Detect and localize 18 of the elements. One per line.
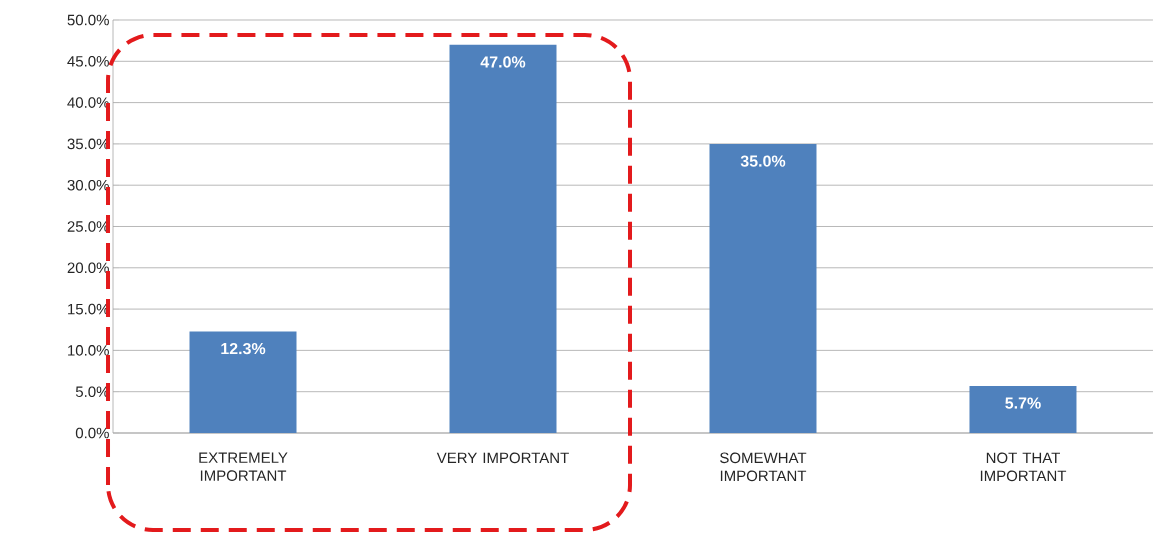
bar: [449, 44, 557, 433]
data-label: 47.0%: [480, 56, 526, 68]
x-tick-label: VERY IMPORTANT: [436, 452, 569, 464]
data-label: 12.3%: [221, 342, 266, 355]
x-tick-label: EXTREMELY IMPORTANT: [199, 452, 288, 481]
data-label: 35.0%: [740, 155, 786, 167]
y-tick-label: 0.0%: [75, 427, 109, 439]
y-tick-label: 10.0%: [68, 345, 109, 356]
y-tick-label: 30.0%: [67, 179, 109, 191]
y-tick-label: 20.0%: [67, 262, 109, 274]
data-label: 5.7%: [1005, 397, 1041, 409]
x-tick-label: SOMEWHAT IMPORTANT: [720, 452, 807, 482]
bar: [709, 143, 817, 433]
y-tick-label: 50.0%: [67, 14, 109, 26]
x-tick-label: NOT THAT IMPORTANT: [980, 452, 1067, 482]
bar: [189, 331, 297, 433]
y-tick-label: 45.0%: [67, 55, 109, 67]
bar: [969, 385, 1077, 433]
